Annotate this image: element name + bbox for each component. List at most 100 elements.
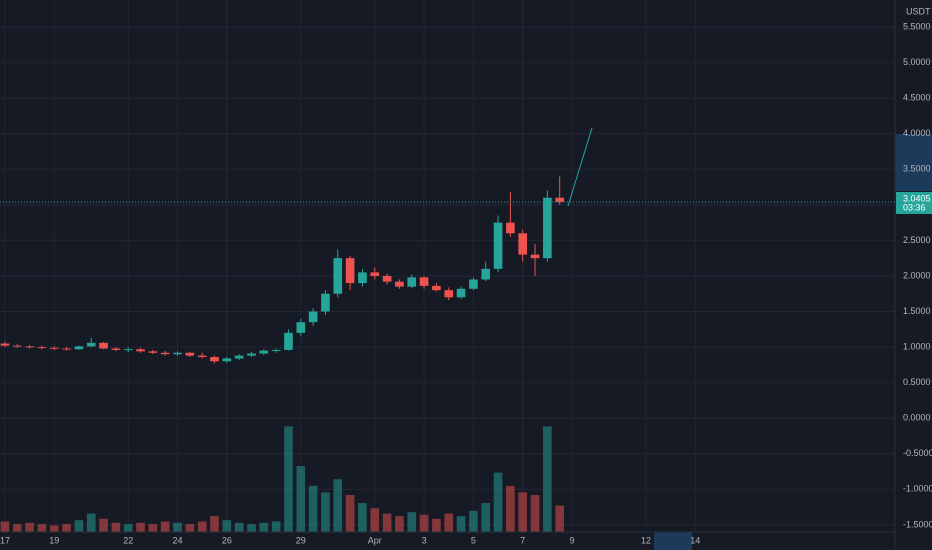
- volume-bar: [123, 524, 133, 532]
- x-tick-label: Apr: [368, 535, 382, 545]
- volume-bar: [99, 518, 108, 532]
- candle-body: [259, 350, 269, 354]
- candle-body: [407, 277, 417, 287]
- volume-bar: [74, 520, 84, 532]
- volume-bar: [308, 485, 318, 532]
- candle-body: [481, 268, 491, 280]
- volume-bar: [86, 513, 96, 532]
- volume-bar: [37, 524, 47, 532]
- volume: [0, 426, 564, 532]
- candle-body: [395, 281, 404, 287]
- volume-bar: [395, 516, 404, 532]
- volume-bar: [148, 524, 158, 532]
- candle-body: [222, 358, 232, 362]
- candle-body: [493, 222, 503, 269]
- x-tick-label: 24: [173, 535, 183, 545]
- y-tick-label: 1.0000: [903, 341, 931, 351]
- volume-bar: [111, 522, 121, 532]
- candle-body: [234, 355, 244, 359]
- grid: [0, 0, 895, 532]
- candle-body: [62, 348, 71, 350]
- time-highlight: [654, 532, 692, 550]
- x-tick-label: 19: [49, 535, 59, 545]
- candle-body: [197, 355, 207, 358]
- volume-bar: [419, 514, 429, 532]
- candle-body: [333, 258, 343, 294]
- candle-body: [296, 322, 306, 333]
- x-tick-label: 29: [296, 535, 306, 545]
- candle-body: [99, 342, 108, 349]
- x-tick-label: 3: [422, 535, 427, 545]
- volume-bar: [197, 521, 207, 532]
- last-price-box: [896, 191, 932, 214]
- volume-bar: [247, 524, 256, 532]
- candles: [0, 176, 564, 364]
- volume-bar: [530, 495, 540, 532]
- candle-body: [74, 346, 84, 350]
- candle-body: [123, 349, 133, 351]
- x-tick-label: 17: [0, 535, 10, 545]
- x-tick-label: 22: [123, 535, 133, 545]
- candle-body: [25, 346, 34, 348]
- candle-body: [382, 275, 392, 282]
- x-tick-label: 12: [641, 535, 651, 545]
- volume-bar: [222, 520, 232, 532]
- currency: USDT: [906, 6, 931, 16]
- candle-body: [456, 288, 466, 298]
- candle-body: [37, 347, 47, 349]
- candle-body: [321, 293, 330, 312]
- candle-body: [432, 285, 441, 291]
- candle-body: [530, 254, 540, 259]
- volume-bar: [333, 479, 343, 532]
- volume-bar: [358, 502, 367, 532]
- y-tick-label: -1.0000: [903, 484, 932, 494]
- candle-body: [555, 197, 564, 202]
- y-tick-label: 5.0000: [903, 57, 931, 67]
- y-tick-label: 4.0000: [903, 128, 931, 138]
- y-tick-label: 3.5000: [903, 164, 931, 174]
- candle-body: [419, 277, 429, 286]
- candle-body: [308, 311, 318, 323]
- y-tick-label: -1.5000: [903, 519, 932, 529]
- candle-body: [160, 352, 170, 355]
- y-tick-label: -0.5000: [903, 448, 932, 458]
- candle-body: [284, 332, 293, 350]
- candle-body: [0, 343, 10, 346]
- y-tick-label: 2.0000: [903, 270, 931, 280]
- volume-bar: [160, 521, 170, 532]
- candle-body: [247, 353, 256, 356]
- trend-line: [567, 127, 593, 207]
- volume-bar: [518, 492, 528, 532]
- volume-bar: [234, 522, 244, 532]
- volume-bar: [382, 513, 392, 532]
- candle-body: [86, 342, 96, 347]
- candle-body: [111, 348, 121, 350]
- x-tick-label: 9: [570, 535, 575, 545]
- volume-bar: [345, 495, 355, 532]
- candle-body: [518, 233, 528, 255]
- price-axis: [895, 0, 932, 550]
- candle-body: [271, 349, 281, 351]
- volume-bar: [49, 525, 59, 532]
- volume-bar: [469, 510, 478, 532]
- volume-bar: [271, 521, 281, 532]
- volume-bar: [370, 508, 380, 532]
- candle-body: [49, 347, 59, 349]
- candle-body: [12, 345, 22, 347]
- y-tick-label: 2.5000: [903, 235, 931, 245]
- candle-body: [185, 352, 195, 356]
- candle-body: [136, 349, 145, 352]
- x-tick-label: 14: [690, 535, 700, 545]
- volume-bar: [62, 524, 71, 532]
- candle-body: [173, 352, 182, 355]
- candle-body: [370, 272, 380, 276]
- axis-highlight: [895, 134, 932, 191]
- volume-bar: [136, 522, 145, 532]
- volume-bar: [506, 485, 515, 532]
- volume-bar: [432, 518, 441, 532]
- candle-body: [345, 258, 355, 284]
- volume-bar: [407, 512, 417, 532]
